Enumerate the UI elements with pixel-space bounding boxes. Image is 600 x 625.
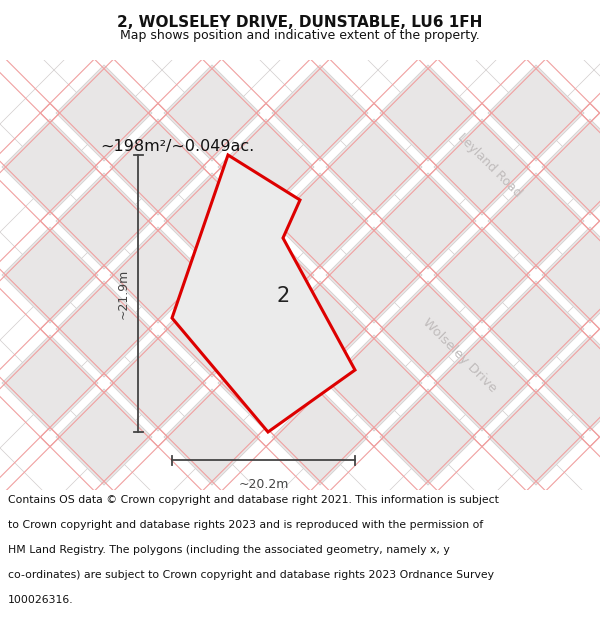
Text: Wolseley Drive: Wolseley Drive: [421, 316, 500, 394]
Polygon shape: [272, 281, 368, 377]
Polygon shape: [110, 227, 206, 323]
Polygon shape: [164, 281, 260, 377]
Polygon shape: [380, 281, 476, 377]
Polygon shape: [488, 389, 584, 485]
Polygon shape: [434, 227, 530, 323]
Polygon shape: [434, 119, 530, 215]
Polygon shape: [2, 227, 98, 323]
Polygon shape: [56, 389, 152, 485]
Polygon shape: [542, 119, 600, 215]
Polygon shape: [56, 65, 152, 161]
Polygon shape: [164, 389, 260, 485]
Polygon shape: [172, 155, 355, 432]
Polygon shape: [110, 119, 206, 215]
Text: Leyland Road: Leyland Road: [455, 131, 524, 199]
Polygon shape: [488, 173, 584, 269]
Polygon shape: [164, 173, 260, 269]
Polygon shape: [2, 335, 98, 431]
Text: to Crown copyright and database rights 2023 and is reproduced with the permissio: to Crown copyright and database rights 2…: [8, 521, 483, 531]
Polygon shape: [380, 173, 476, 269]
Polygon shape: [326, 227, 422, 323]
Polygon shape: [218, 119, 314, 215]
Text: ~21.9m: ~21.9m: [117, 268, 130, 319]
Polygon shape: [56, 281, 152, 377]
Polygon shape: [326, 335, 422, 431]
Polygon shape: [542, 227, 600, 323]
Text: Map shows position and indicative extent of the property.: Map shows position and indicative extent…: [120, 29, 480, 42]
Text: 100026316.: 100026316.: [8, 595, 73, 605]
Polygon shape: [434, 335, 530, 431]
Polygon shape: [2, 119, 98, 215]
Polygon shape: [380, 389, 476, 485]
Polygon shape: [272, 65, 368, 161]
Polygon shape: [56, 173, 152, 269]
Polygon shape: [110, 335, 206, 431]
Text: ~198m²/~0.049ac.: ~198m²/~0.049ac.: [100, 139, 254, 154]
Text: 2, WOLSELEY DRIVE, DUNSTABLE, LU6 1FH: 2, WOLSELEY DRIVE, DUNSTABLE, LU6 1FH: [118, 15, 482, 30]
Polygon shape: [542, 335, 600, 431]
Text: ~20.2m: ~20.2m: [238, 478, 289, 491]
Polygon shape: [326, 119, 422, 215]
Polygon shape: [488, 65, 584, 161]
Polygon shape: [380, 65, 476, 161]
Polygon shape: [488, 281, 584, 377]
Text: Contains OS data © Crown copyright and database right 2021. This information is : Contains OS data © Crown copyright and d…: [8, 496, 499, 506]
Text: co-ordinates) are subject to Crown copyright and database rights 2023 Ordnance S: co-ordinates) are subject to Crown copyr…: [8, 571, 494, 581]
Polygon shape: [164, 65, 260, 161]
Polygon shape: [218, 335, 314, 431]
Polygon shape: [272, 173, 368, 269]
Text: HM Land Registry. The polygons (including the associated geometry, namely x, y: HM Land Registry. The polygons (includin…: [8, 546, 449, 556]
Polygon shape: [218, 227, 314, 323]
Polygon shape: [272, 389, 368, 485]
Text: 2: 2: [276, 286, 289, 306]
